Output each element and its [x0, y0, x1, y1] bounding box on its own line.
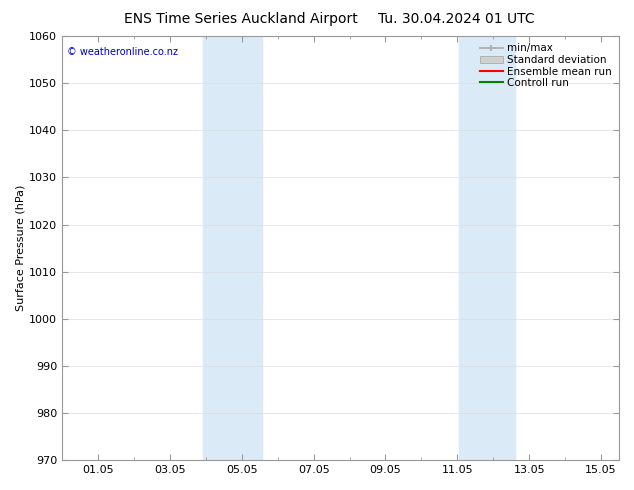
Text: Tu. 30.04.2024 01 UTC: Tu. 30.04.2024 01 UTC — [378, 12, 535, 26]
Y-axis label: Surface Pressure (hPa): Surface Pressure (hPa) — [15, 185, 25, 311]
Legend: min/max, Standard deviation, Ensemble mean run, Controll run: min/max, Standard deviation, Ensemble me… — [478, 41, 614, 90]
Bar — [203, 36, 262, 460]
Text: ENS Time Series Auckland Airport: ENS Time Series Auckland Airport — [124, 12, 358, 26]
Text: © weatheronline.co.nz: © weatheronline.co.nz — [67, 47, 178, 57]
Bar — [459, 36, 515, 460]
